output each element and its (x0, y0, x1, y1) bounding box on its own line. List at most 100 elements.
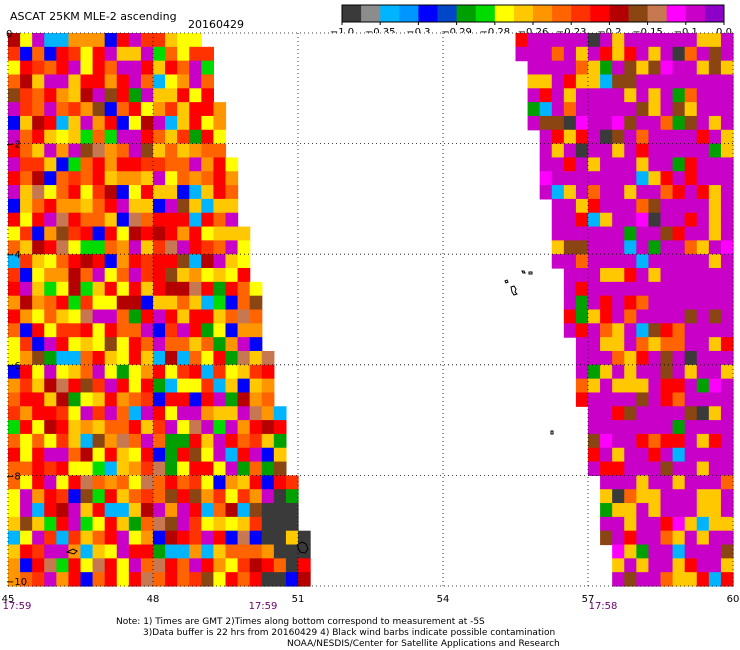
wind-cell (672, 268, 686, 283)
wind-cell (600, 530, 613, 546)
wind-cell (672, 364, 686, 380)
wind-cell (8, 530, 21, 546)
wind-cell (44, 489, 57, 504)
wind-cell (213, 185, 227, 200)
wind-cell (575, 378, 589, 394)
wind-cell (116, 544, 130, 559)
wind-cell (600, 212, 613, 228)
wind-cell (648, 171, 662, 186)
wind-cell (153, 281, 166, 297)
wind-cell (189, 74, 202, 89)
wind-cell (636, 157, 650, 172)
wind-cell (92, 475, 106, 490)
wind-cell (249, 530, 263, 546)
wind-cell (249, 516, 263, 532)
wind-cell (128, 212, 142, 228)
wind-cell (672, 212, 686, 228)
wind-cell (261, 558, 275, 573)
wind-cell (201, 433, 215, 449)
wind-cell (8, 378, 21, 394)
wind-cell (92, 226, 106, 241)
wind-cell (213, 544, 227, 559)
wind-cell (32, 143, 45, 159)
wind-cell (684, 350, 698, 366)
wind-cell (116, 240, 130, 255)
wind-cell (92, 46, 106, 62)
wind-cell (237, 461, 251, 476)
wind-cell (44, 572, 57, 587)
wind-cell (128, 240, 142, 255)
wind-cell (80, 88, 94, 103)
wind-cell (600, 309, 613, 324)
wind-cell (20, 33, 33, 48)
wind-cell (56, 447, 70, 463)
time-label: 17:59 (249, 601, 278, 612)
wind-cell (720, 420, 734, 435)
wind-cell (249, 461, 263, 476)
wind-cell (8, 198, 21, 214)
wind-cell (8, 60, 21, 76)
wind-cell (201, 88, 215, 103)
wind-cell (696, 226, 710, 241)
wind-cell (648, 157, 662, 172)
wind-cell (165, 240, 178, 255)
wind-cell (213, 212, 227, 228)
wind-cell (708, 378, 722, 394)
wind-cell (165, 433, 178, 449)
wind-cell (660, 378, 674, 394)
wind-cell (20, 475, 33, 490)
wind-cell (20, 433, 33, 449)
wind-cell (696, 433, 710, 449)
wind-cell (720, 572, 734, 587)
wind-cell (213, 530, 227, 546)
wind-cell (80, 378, 94, 394)
wind-cell (128, 530, 142, 546)
wind-cell (140, 475, 154, 490)
wind-cell (201, 157, 215, 172)
wind-cell (32, 544, 45, 559)
wind-cell (153, 420, 166, 435)
wind-cell (140, 558, 154, 573)
island-outline (65, 548, 78, 555)
wind-cell (237, 489, 251, 504)
wind-cell (80, 157, 94, 172)
wind-cell (92, 323, 106, 338)
wind-cell (104, 461, 118, 476)
wind-cell (165, 364, 178, 380)
wind-cell (672, 115, 686, 131)
wind-cell (189, 489, 202, 504)
wind-cell (672, 516, 686, 532)
wind-cell (68, 516, 82, 532)
wind-cell (153, 129, 166, 145)
wind-cell (696, 516, 710, 532)
wind-cell (128, 88, 142, 103)
wind-cell (249, 433, 263, 449)
colorbar-swatch (437, 5, 458, 22)
wind-cell (128, 544, 142, 559)
wind-cell (612, 558, 625, 573)
wind-cell (612, 226, 625, 241)
wind-cell (684, 433, 698, 449)
wind-cell (588, 323, 601, 338)
wind-cell (56, 489, 70, 504)
wind-cell (44, 406, 57, 421)
wind-cell (80, 475, 94, 490)
wind-cell (298, 558, 311, 573)
wind-cell (273, 461, 287, 476)
wind-cell (684, 143, 698, 159)
wind-cell (684, 530, 698, 546)
wind-cell (56, 129, 70, 145)
wind-cell (551, 212, 565, 228)
wind-cell (104, 378, 118, 394)
wind-cell (128, 129, 142, 145)
wind-cell (708, 392, 722, 407)
wind-cell (213, 489, 227, 504)
wind-cell (648, 295, 662, 311)
wind-cell (32, 88, 45, 103)
wind-cell (539, 88, 553, 103)
wind-cell (8, 406, 21, 421)
wind-cell (32, 572, 45, 587)
wind-cell (624, 544, 637, 559)
wind-cell (624, 115, 637, 131)
wind-cell (165, 88, 178, 103)
